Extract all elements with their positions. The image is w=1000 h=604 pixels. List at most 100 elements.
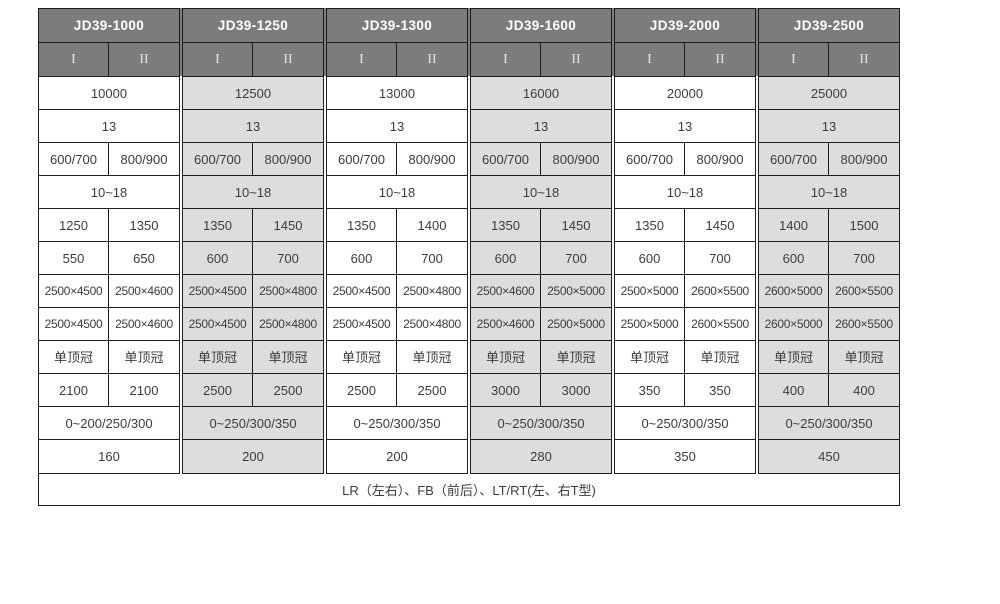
merged-spec-value-cell: 0~250/300/350 <box>759 407 899 440</box>
spec-value-cell: 2500 <box>327 374 397 407</box>
model-header-cell: JD39-2000 <box>615 9 755 43</box>
merged-spec-value-cell: 20000 <box>615 77 755 110</box>
spec-value-cell: 2600×5500 <box>685 275 755 308</box>
merged-spec-value-cell: 10~18 <box>471 176 611 209</box>
model-header-cell: JD39-1000 <box>39 9 179 43</box>
merged-spec-value-cell: 200 <box>183 440 323 473</box>
group-gap <box>324 8 326 474</box>
spec-value-cell: 单顶冠 <box>39 341 109 374</box>
spec-table-column-groups: JD39-1000 I II 10000 13 600/700 800/900 10~18 12… <box>38 8 900 474</box>
spec-value-cell: 2500×4500 <box>327 275 397 308</box>
spec-value-cell: 600 <box>759 242 829 275</box>
spec-value-cell: 600 <box>615 242 685 275</box>
subcolumn-header-cell: I <box>39 43 109 77</box>
merged-spec-value-cell: 10~18 <box>39 176 179 209</box>
spec-value-cell: 1450 <box>685 209 755 242</box>
spec-value-cell: 1450 <box>541 209 611 242</box>
spec-value-cell: 600 <box>327 242 397 275</box>
spec-value-cell: 3000 <box>471 374 541 407</box>
model-header-cell: JD39-2500 <box>759 9 899 43</box>
spec-value-cell: 1350 <box>471 209 541 242</box>
spec-value-cell: 700 <box>397 242 467 275</box>
spec-value-cell: 2500 <box>183 374 253 407</box>
subcolumn-header-cell: II <box>685 43 755 77</box>
merged-spec-value-cell: 10~18 <box>759 176 899 209</box>
spec-value-cell: 700 <box>685 242 755 275</box>
spec-value-cell: 350 <box>685 374 755 407</box>
spec-value-cell: 2500×4500 <box>183 308 253 341</box>
spec-value-cell: 2500×4800 <box>253 308 323 341</box>
merged-spec-value-cell: 13 <box>327 110 467 143</box>
spec-value-cell: 2500×4500 <box>39 308 109 341</box>
group-gap <box>180 8 182 474</box>
merged-spec-value-cell: 0~250/300/350 <box>471 407 611 440</box>
column-group-jd39-1000: JD39-1000 I II 10000 13 600/700 800/900 10~18 12… <box>38 8 180 474</box>
spec-value-cell: 2500 <box>397 374 467 407</box>
spec-value-cell: 2500×5000 <box>615 308 685 341</box>
spec-value-cell: 400 <box>759 374 829 407</box>
subcolumn-header-cell: II <box>253 43 323 77</box>
merged-spec-value-cell: 10000 <box>39 77 179 110</box>
spec-value-cell: 2600×5000 <box>759 308 829 341</box>
spec-value-cell: 2500 <box>253 374 323 407</box>
spec-table: JD39-1000 I II 10000 13 600/700 800/900 10~18 12… <box>38 8 900 506</box>
spec-value-cell: 550 <box>39 242 109 275</box>
spec-value-cell: 800/900 <box>109 143 179 176</box>
spec-value-cell: 2500×4600 <box>471 308 541 341</box>
spec-value-cell: 单顶冠 <box>397 341 467 374</box>
spec-value-cell: 700 <box>829 242 899 275</box>
spec-value-cell: 2500×5000 <box>541 275 611 308</box>
subcolumn-header-cell: I <box>471 43 541 77</box>
spec-value-cell: 400 <box>829 374 899 407</box>
merged-spec-value-cell: 10~18 <box>615 176 755 209</box>
spec-value-cell: 800/900 <box>685 143 755 176</box>
merged-spec-value-cell: 10~18 <box>327 176 467 209</box>
spec-value-cell: 2500×4800 <box>397 275 467 308</box>
spec-value-cell: 1350 <box>183 209 253 242</box>
merged-spec-value-cell: 0~200/250/300 <box>39 407 179 440</box>
subcolumn-header-cell: II <box>109 43 179 77</box>
spec-value-cell: 单顶冠 <box>471 341 541 374</box>
spec-value-cell: 600/700 <box>615 143 685 176</box>
spec-value-cell: 650 <box>109 242 179 275</box>
merged-spec-value-cell: 13 <box>471 110 611 143</box>
spec-value-cell: 1350 <box>615 209 685 242</box>
group-gap <box>756 8 758 474</box>
merged-spec-value-cell: 13 <box>615 110 755 143</box>
spec-value-cell: 2500×4600 <box>471 275 541 308</box>
spec-value-cell: 2600×5500 <box>685 308 755 341</box>
spec-value-cell: 600 <box>183 242 253 275</box>
spec-value-cell: 2600×5500 <box>829 275 899 308</box>
spec-value-cell: 600/700 <box>471 143 541 176</box>
spec-value-cell: 单顶冠 <box>829 341 899 374</box>
subcolumn-header-cell: I <box>759 43 829 77</box>
merged-spec-value-cell: 12500 <box>183 77 323 110</box>
spec-value-cell: 2500×4600 <box>109 308 179 341</box>
spec-value-cell: 单顶冠 <box>253 341 323 374</box>
spec-value-cell: 2100 <box>109 374 179 407</box>
merged-spec-value-cell: 10~18 <box>183 176 323 209</box>
column-group-jd39-1600: JD39-1600 I II 16000 13 600/700 800/900 10~18 13… <box>470 8 612 474</box>
spec-value-cell: 单顶冠 <box>183 341 253 374</box>
spec-value-cell: 2500×4500 <box>39 275 109 308</box>
spec-value-cell: 2500×4600 <box>109 275 179 308</box>
subcolumn-header-cell: II <box>829 43 899 77</box>
column-group-jd39-2000: JD39-2000 I II 20000 13 600/700 800/900 10~18 13… <box>614 8 756 474</box>
spec-value-cell: 单顶冠 <box>685 341 755 374</box>
spec-value-cell: 1350 <box>327 209 397 242</box>
spec-value-cell: 1400 <box>759 209 829 242</box>
spec-value-cell: 800/900 <box>253 143 323 176</box>
footer-note-cell: LR（左右）、FB（前后）、LT/RT(左、右T型) <box>38 473 900 506</box>
column-group-jd39-1300: JD39-1300 I II 13000 13 600/700 800/900 10~18 13… <box>326 8 468 474</box>
spec-value-cell: 2500×5000 <box>615 275 685 308</box>
group-gap <box>612 8 614 474</box>
spec-value-cell: 单顶冠 <box>109 341 179 374</box>
spec-value-cell: 单顶冠 <box>615 341 685 374</box>
spec-value-cell: 2600×5500 <box>829 308 899 341</box>
merged-spec-value-cell: 13 <box>39 110 179 143</box>
spec-value-cell: 800/900 <box>541 143 611 176</box>
merged-spec-value-cell: 13 <box>183 110 323 143</box>
spec-value-cell: 600/700 <box>39 143 109 176</box>
model-header-cell: JD39-1300 <box>327 9 467 43</box>
subcolumn-header-cell: II <box>397 43 467 77</box>
